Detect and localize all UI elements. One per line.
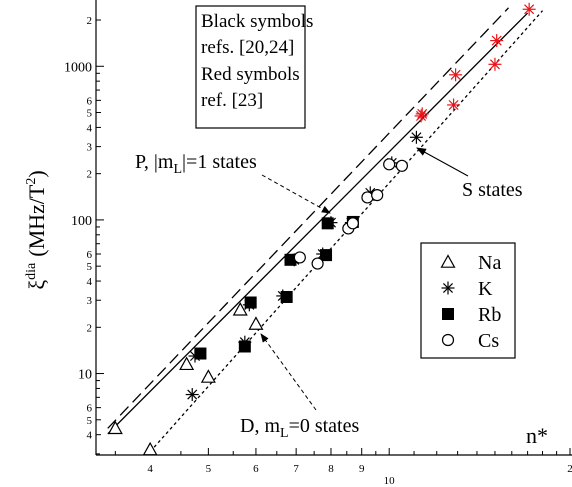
rb-point-5 [320, 249, 333, 262]
data-points [107, 2, 536, 456]
reference-box-line-1: Black symbols [201, 11, 313, 32]
p-states-arrow [261, 174, 331, 214]
na-point-4 [232, 302, 248, 316]
y-tick-label-0: 4 [87, 430, 93, 442]
reference-box-line-4: ref. [23] [201, 90, 263, 111]
x-axis-title: n* [526, 423, 548, 448]
legend-marker-cs [441, 333, 455, 347]
y-tick-label-15: 1000 [64, 60, 92, 75]
cs-point-1 [311, 257, 324, 270]
rb-point-3 [280, 290, 293, 303]
y-tick-label-13: 5 [87, 108, 93, 120]
y-tick-label-6: 4 [87, 276, 93, 288]
y-axis-title: ξdia(MHz/T2) [24, 170, 49, 289]
legend-label-na: Na [478, 252, 501, 274]
legend-frame [420, 242, 516, 359]
reference-box: Black symbols refs. [20,24] Red symbols … [195, 5, 313, 129]
legend-marker-k [441, 281, 455, 295]
red-k-point-4 [490, 34, 504, 48]
rb-point-6 [321, 217, 334, 230]
k-point-0 [185, 388, 199, 402]
y-tick-label-14: 6 [87, 95, 93, 107]
fit-line-dashed [107, 7, 509, 429]
legend-label-rb: Rb [478, 304, 501, 326]
x-tick-label-3: 7 [293, 463, 299, 475]
fit-line-solid [107, 12, 529, 435]
red-k-point-5 [488, 57, 502, 71]
legend-marker-na [440, 254, 456, 268]
y-tick-label-16: 2 [87, 15, 93, 27]
k-point-11 [409, 130, 423, 144]
y-tick-label-11: 3 [87, 142, 93, 154]
red-k-point-6 [522, 2, 536, 16]
red-k-point-0 [414, 109, 428, 123]
na-point-0 [107, 420, 123, 435]
y-tick-label-5: 3 [87, 295, 93, 307]
y-axis-title-text: ξdia(MHz/T2) [24, 170, 49, 289]
cs-point-6 [383, 158, 396, 171]
x-tick-label-7: 2 [567, 463, 572, 475]
red-k-point-1 [415, 107, 429, 121]
red-k-point-2 [449, 68, 463, 82]
d-states-arrow [260, 333, 317, 411]
x-tick-label-5: 9 [359, 463, 365, 475]
x-tick-label-4: 8 [328, 463, 334, 475]
legend-label-k: K [478, 278, 493, 300]
y-tick-label-7: 5 [87, 261, 93, 273]
y-tick-label-4: 2 [87, 322, 93, 334]
x-tick-label-1: 5 [206, 463, 212, 475]
cs-point-3 [346, 217, 359, 230]
x-tick-label-0: 4 [147, 463, 153, 475]
rb-point-1 [238, 340, 251, 353]
reference-box-line-3: Red symbols [201, 64, 300, 85]
y-tick-label-12: 4 [87, 122, 93, 134]
reference-box-line-2: refs. [20,24] [201, 37, 294, 58]
d-states-annotation: D, mL=0 states [240, 333, 359, 441]
na-point-2 [179, 356, 195, 371]
legend-marker-rb [442, 308, 454, 320]
na-point-5 [248, 316, 264, 330]
x-tick-label-2: 6 [253, 463, 259, 475]
y-tick-label-3: 10 [78, 368, 92, 383]
cs-point-5 [371, 189, 384, 202]
red-k-point-3 [447, 98, 461, 112]
s-states-annotation: S states [416, 147, 523, 201]
rb-point-2 [244, 296, 257, 309]
legend: Na K Rb Cs [420, 242, 516, 359]
p-states-label: P, |mL|=1 states [135, 151, 257, 177]
s-states-arrow [416, 147, 469, 177]
na-point-3 [200, 369, 216, 383]
legend-items: Na K Rb Cs [440, 252, 501, 352]
cs-point-0 [293, 251, 306, 264]
fit-lines [107, 7, 544, 453]
d-states-label: D, mL=0 states [240, 415, 359, 441]
na-point-1 [142, 441, 158, 456]
y-tick-label-10: 2 [87, 169, 93, 181]
y-tick-label-9: 100 [71, 214, 92, 229]
legend-label-cs: Cs [478, 330, 499, 352]
y-tick-label-1: 5 [87, 415, 93, 427]
x-tick-label-6: 10 [384, 475, 396, 487]
y-tick-label-8: 6 [87, 249, 93, 261]
rb-point-0 [194, 347, 207, 360]
y-tick-label-2: 6 [87, 403, 93, 415]
reference-box-frame [195, 5, 306, 129]
cs-point-7 [395, 159, 409, 172]
p-states-annotation: P, |mL|=1 states [135, 151, 331, 214]
s-states-label: S states [462, 179, 523, 201]
